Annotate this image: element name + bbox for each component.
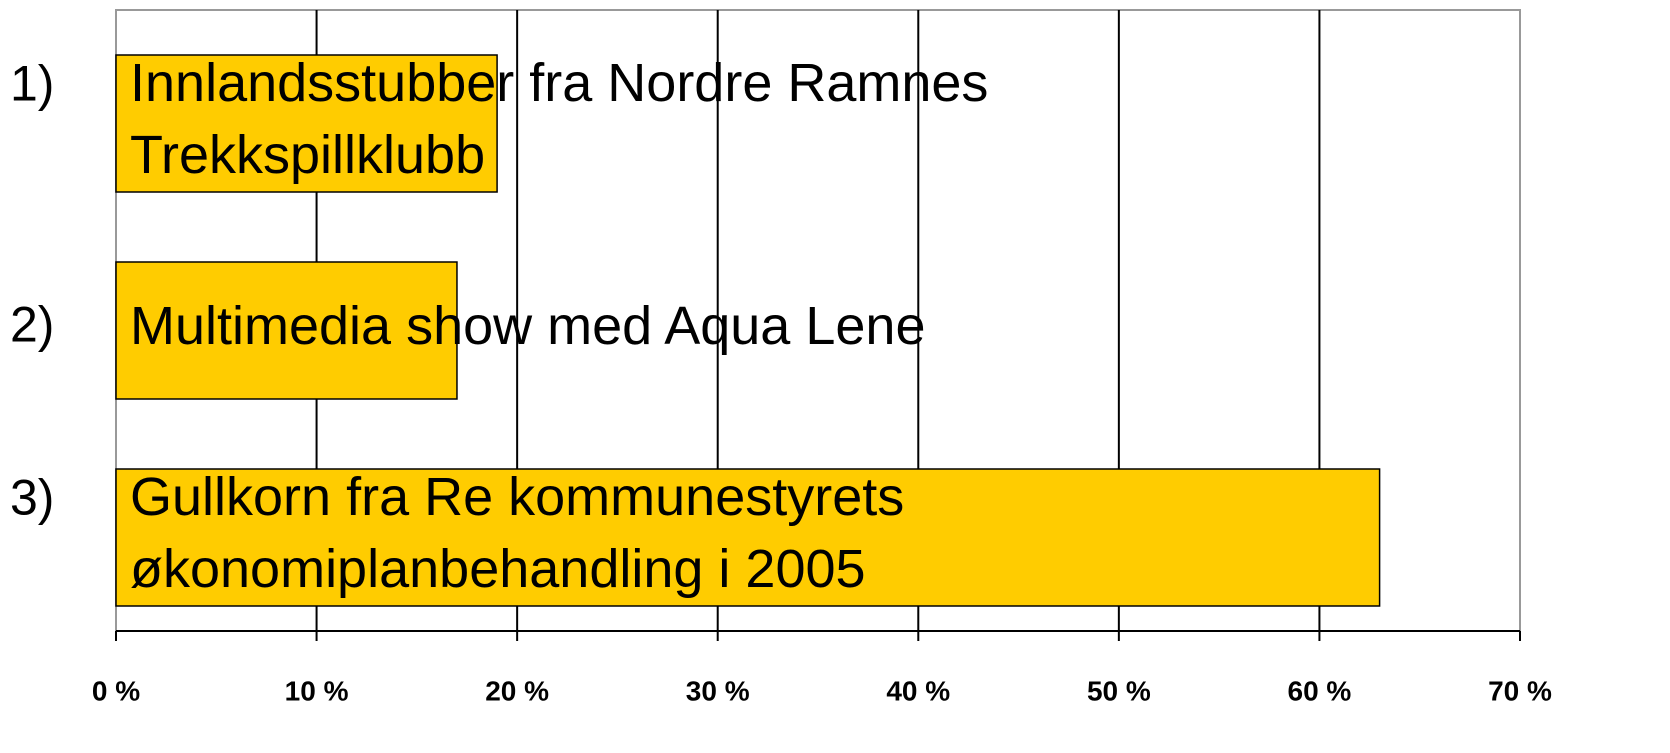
bar-label: Innlandsstubber fra Nordre Ramnes: [130, 53, 988, 113]
bar-label: Multimedia show med Aqua Lene: [130, 296, 925, 356]
x-tick-label: 40 %: [886, 675, 950, 706]
bar-label: Gullkorn fra Re kommunestyrets: [130, 467, 904, 527]
category-label: 2): [10, 297, 54, 353]
bar-label: Trekkspillklubb: [130, 125, 485, 185]
x-tick-label: 30 %: [686, 675, 750, 706]
x-tick-label: 60 %: [1288, 675, 1352, 706]
bar: [115, 468, 1381, 607]
x-tick-label: 20 %: [485, 675, 549, 706]
category-label: 3): [10, 470, 54, 526]
bar: [115, 54, 498, 193]
bar: [115, 261, 458, 400]
x-tick-label: 70 %: [1488, 675, 1552, 706]
x-tick-label: 0 %: [92, 675, 140, 706]
x-tick-label: 10 %: [285, 675, 349, 706]
bar-label: økonomiplanbehandling i 2005: [130, 539, 866, 599]
category-label: 1): [10, 56, 54, 112]
x-tick-label: 50 %: [1087, 675, 1151, 706]
